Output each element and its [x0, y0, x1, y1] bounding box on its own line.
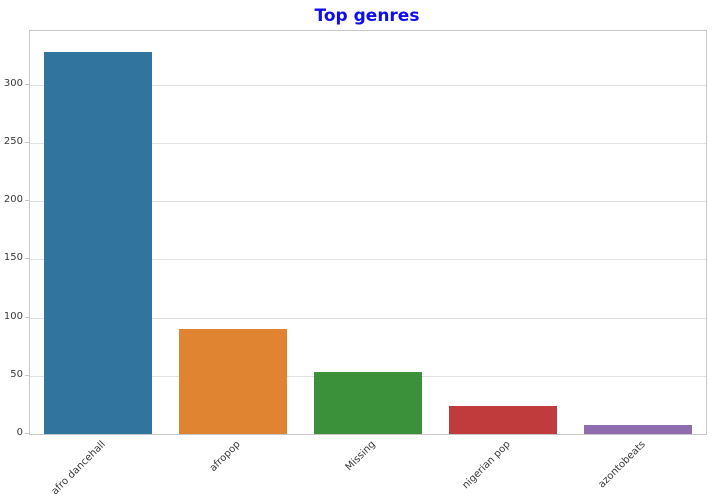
gridline-y-300	[30, 85, 706, 86]
bar-afro-dancehall	[44, 52, 152, 434]
bar-afropop	[179, 329, 287, 434]
y-tick-label: 300	[3, 78, 23, 89]
x-tick-label: afropop	[207, 439, 243, 474]
y-tick-mark	[25, 258, 29, 259]
gridline-y-200	[30, 201, 706, 202]
y-tick-label: 100	[3, 311, 23, 322]
y-tick-label: 150	[3, 252, 23, 263]
y-tick-mark	[25, 375, 29, 376]
x-tick-label: Missing	[343, 439, 378, 474]
gridline-y-100	[30, 318, 706, 319]
y-tick-mark	[25, 433, 29, 434]
y-tick-label: 50	[10, 369, 23, 380]
y-tick-mark	[25, 317, 29, 318]
bar-nigerian-pop	[449, 406, 557, 434]
gridline-y-150	[30, 259, 706, 260]
x-tick-label: afro dancehall	[49, 439, 108, 496]
y-tick-mark	[25, 200, 29, 201]
bar-azontobeats	[584, 425, 692, 434]
plot-area	[29, 30, 707, 435]
bar-missing	[314, 372, 422, 434]
y-tick-label: 0	[16, 427, 23, 438]
y-tick-label: 200	[3, 194, 23, 205]
x-tick-label: azontobeats	[596, 439, 648, 491]
y-tick-mark	[25, 142, 29, 143]
y-tick-label: 250	[3, 136, 23, 147]
x-tick-label: nigerian pop	[460, 439, 513, 492]
gridline-y-250	[30, 143, 706, 144]
y-tick-mark	[25, 84, 29, 85]
chart-title: Top genres	[314, 6, 420, 26]
